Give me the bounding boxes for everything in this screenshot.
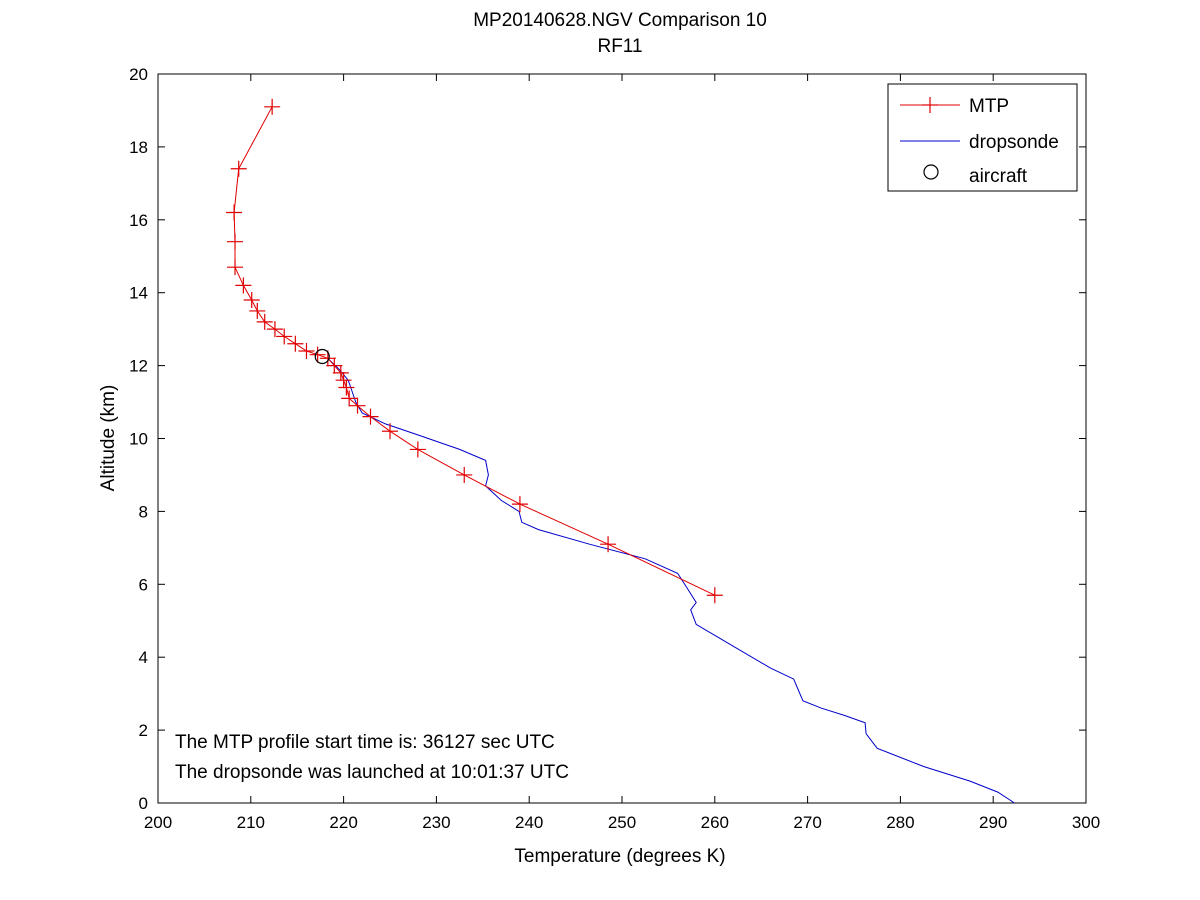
mtp-point [287,335,304,352]
series-line-dropsonde [327,357,1015,804]
mtp-point [309,346,326,363]
legend-item-mtp: MTP [900,96,1009,117]
x-tick-label: 220 [329,813,357,832]
mtp-point [226,204,243,221]
legend-item-dropsonde: dropsonde [900,132,1059,153]
legend-item-aircraft: aircraft [923,164,1028,187]
mtp-point [256,313,273,330]
y-tick-label: 16 [129,211,148,230]
y-tick-label: 0 [139,794,148,813]
y-tick-label: 8 [139,502,148,521]
x-axis-label: Temperature (degrees K) [514,846,725,867]
y-tick-label: 10 [129,430,148,449]
mtp-point [249,302,266,319]
mtp-point [235,277,252,294]
mtp-point [230,160,247,177]
mtp-point [338,379,355,396]
legend-marker [923,164,939,180]
legend-box [887,83,1078,192]
x-tick-label: 230 [422,813,450,832]
mtp-point [326,357,343,374]
x-tick-label: 280 [886,813,914,832]
legend-label: MTP [969,96,1009,117]
mtp-point [456,466,473,483]
annotation-dropsonde-launch: The dropsonde was launched at 10:01:37 U… [175,762,569,783]
legend-marker [922,97,938,113]
x-tick-label: 240 [515,813,543,832]
axis-ticks: 200 210 220 230 240 250 260 270 280 290 300 0 2 4 6 8 10… [129,65,1100,832]
mtp-point [600,536,617,553]
y-tick-label: 20 [129,65,148,84]
x-tick-label: 290 [979,813,1007,832]
mtp-point [276,328,293,345]
y-tick-label: 14 [129,284,148,303]
x-tick-label: 210 [237,813,265,832]
mtp-point [511,496,528,513]
mtp-point [349,397,366,414]
mtp-point [341,390,358,407]
legend-label: aircraft [969,166,1028,187]
aircraft-point [314,348,330,365]
mtp-point [227,259,244,276]
mtp-point [335,372,352,389]
mtp-point [243,291,260,308]
x-tick-label: 200 [144,813,172,832]
series-aircraft [314,348,330,365]
x-tick-label: 300 [1072,813,1100,832]
mtp-point [409,441,426,458]
chart-subtitle: RF11 [597,36,642,57]
series-line-mtp [233,106,716,596]
series-layer [226,98,1015,804]
y-tick-label: 18 [129,138,148,157]
y-tick-label: 2 [139,721,148,740]
mtp-point [706,587,723,604]
chart-title: MP20140628.NGV Comparison 10 [473,10,767,31]
mtp-point [332,364,349,381]
annotation-start-time: The MTP profile start time is: 36127 sec… [175,732,555,753]
mtp-point [227,233,244,250]
series-dropsonde [327,357,1015,804]
plot-area [157,73,1087,804]
x-tick-label: 270 [793,813,821,832]
y-axis-label: Altitude (km) [98,385,119,492]
legend-label: dropsonde [969,132,1059,153]
legend: MTP dropsonde aircraft [887,83,1078,192]
mtp-point [264,98,281,115]
x-tick-label: 260 [701,813,729,832]
y-tick-label: 4 [139,648,148,667]
mtp-point [362,408,379,425]
series-mtp [226,98,723,604]
mtp-point [266,321,283,338]
y-tick-label: 12 [129,357,148,376]
x-tick-label: 250 [608,813,636,832]
mtp-point [298,343,315,360]
y-tick-label: 6 [139,575,148,594]
mtp-point [382,423,398,440]
